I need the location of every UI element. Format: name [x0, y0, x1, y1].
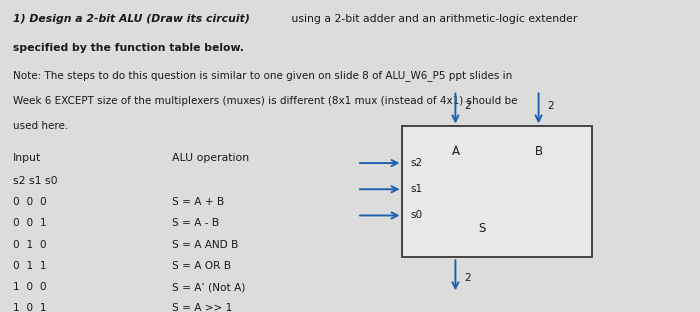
Text: specified by the function table below.: specified by the function table below. [13, 43, 244, 53]
Text: ALU operation: ALU operation [172, 153, 248, 163]
Text: Note: The steps to do this question is similar to one given on slide 8 of ALU_W6: Note: The steps to do this question is s… [13, 70, 512, 81]
Text: 2: 2 [465, 101, 471, 111]
Text: S = A >> 1: S = A >> 1 [172, 303, 232, 312]
Text: S = A + B: S = A + B [172, 197, 224, 207]
Text: 1) Design a 2-bit ALU (Draw its circuit): 1) Design a 2-bit ALU (Draw its circuit) [13, 14, 249, 24]
Text: 0  0  1: 0 0 1 [13, 218, 46, 228]
Text: 0  0  0: 0 0 0 [13, 197, 46, 207]
Text: 2: 2 [547, 101, 554, 111]
Text: used here.: used here. [13, 121, 68, 131]
Text: S = A AND B: S = A AND B [172, 240, 238, 250]
Text: B: B [535, 145, 542, 158]
Text: 1  0  0: 1 0 0 [13, 282, 46, 292]
Text: s2: s2 [411, 158, 423, 168]
Text: 0  1  1: 0 1 1 [13, 261, 46, 271]
Text: Input: Input [13, 153, 41, 163]
Bar [402, 126, 592, 257]
Text: 1  0  1: 1 0 1 [13, 303, 46, 312]
Text: 2: 2 [465, 273, 471, 283]
Text: s2 s1 s0: s2 s1 s0 [13, 176, 57, 186]
Text: S: S [478, 222, 486, 235]
Text: S = A - B: S = A - B [172, 218, 218, 228]
Text: 0  1  0: 0 1 0 [13, 240, 46, 250]
Text: A: A [452, 145, 459, 158]
Text: S = A’ (Not A): S = A’ (Not A) [172, 282, 245, 292]
Text: S = A OR B: S = A OR B [172, 261, 230, 271]
Text: using a 2-bit adder and an arithmetic-logic extender: using a 2-bit adder and an arithmetic-lo… [288, 14, 577, 24]
Text: Week 6 EXCEPT size of the multiplexers (muxes) is different (8x1 mux (instead of: Week 6 EXCEPT size of the multiplexers (… [13, 96, 517, 106]
Text: s0: s0 [411, 211, 423, 221]
Text: s1: s1 [411, 184, 423, 194]
